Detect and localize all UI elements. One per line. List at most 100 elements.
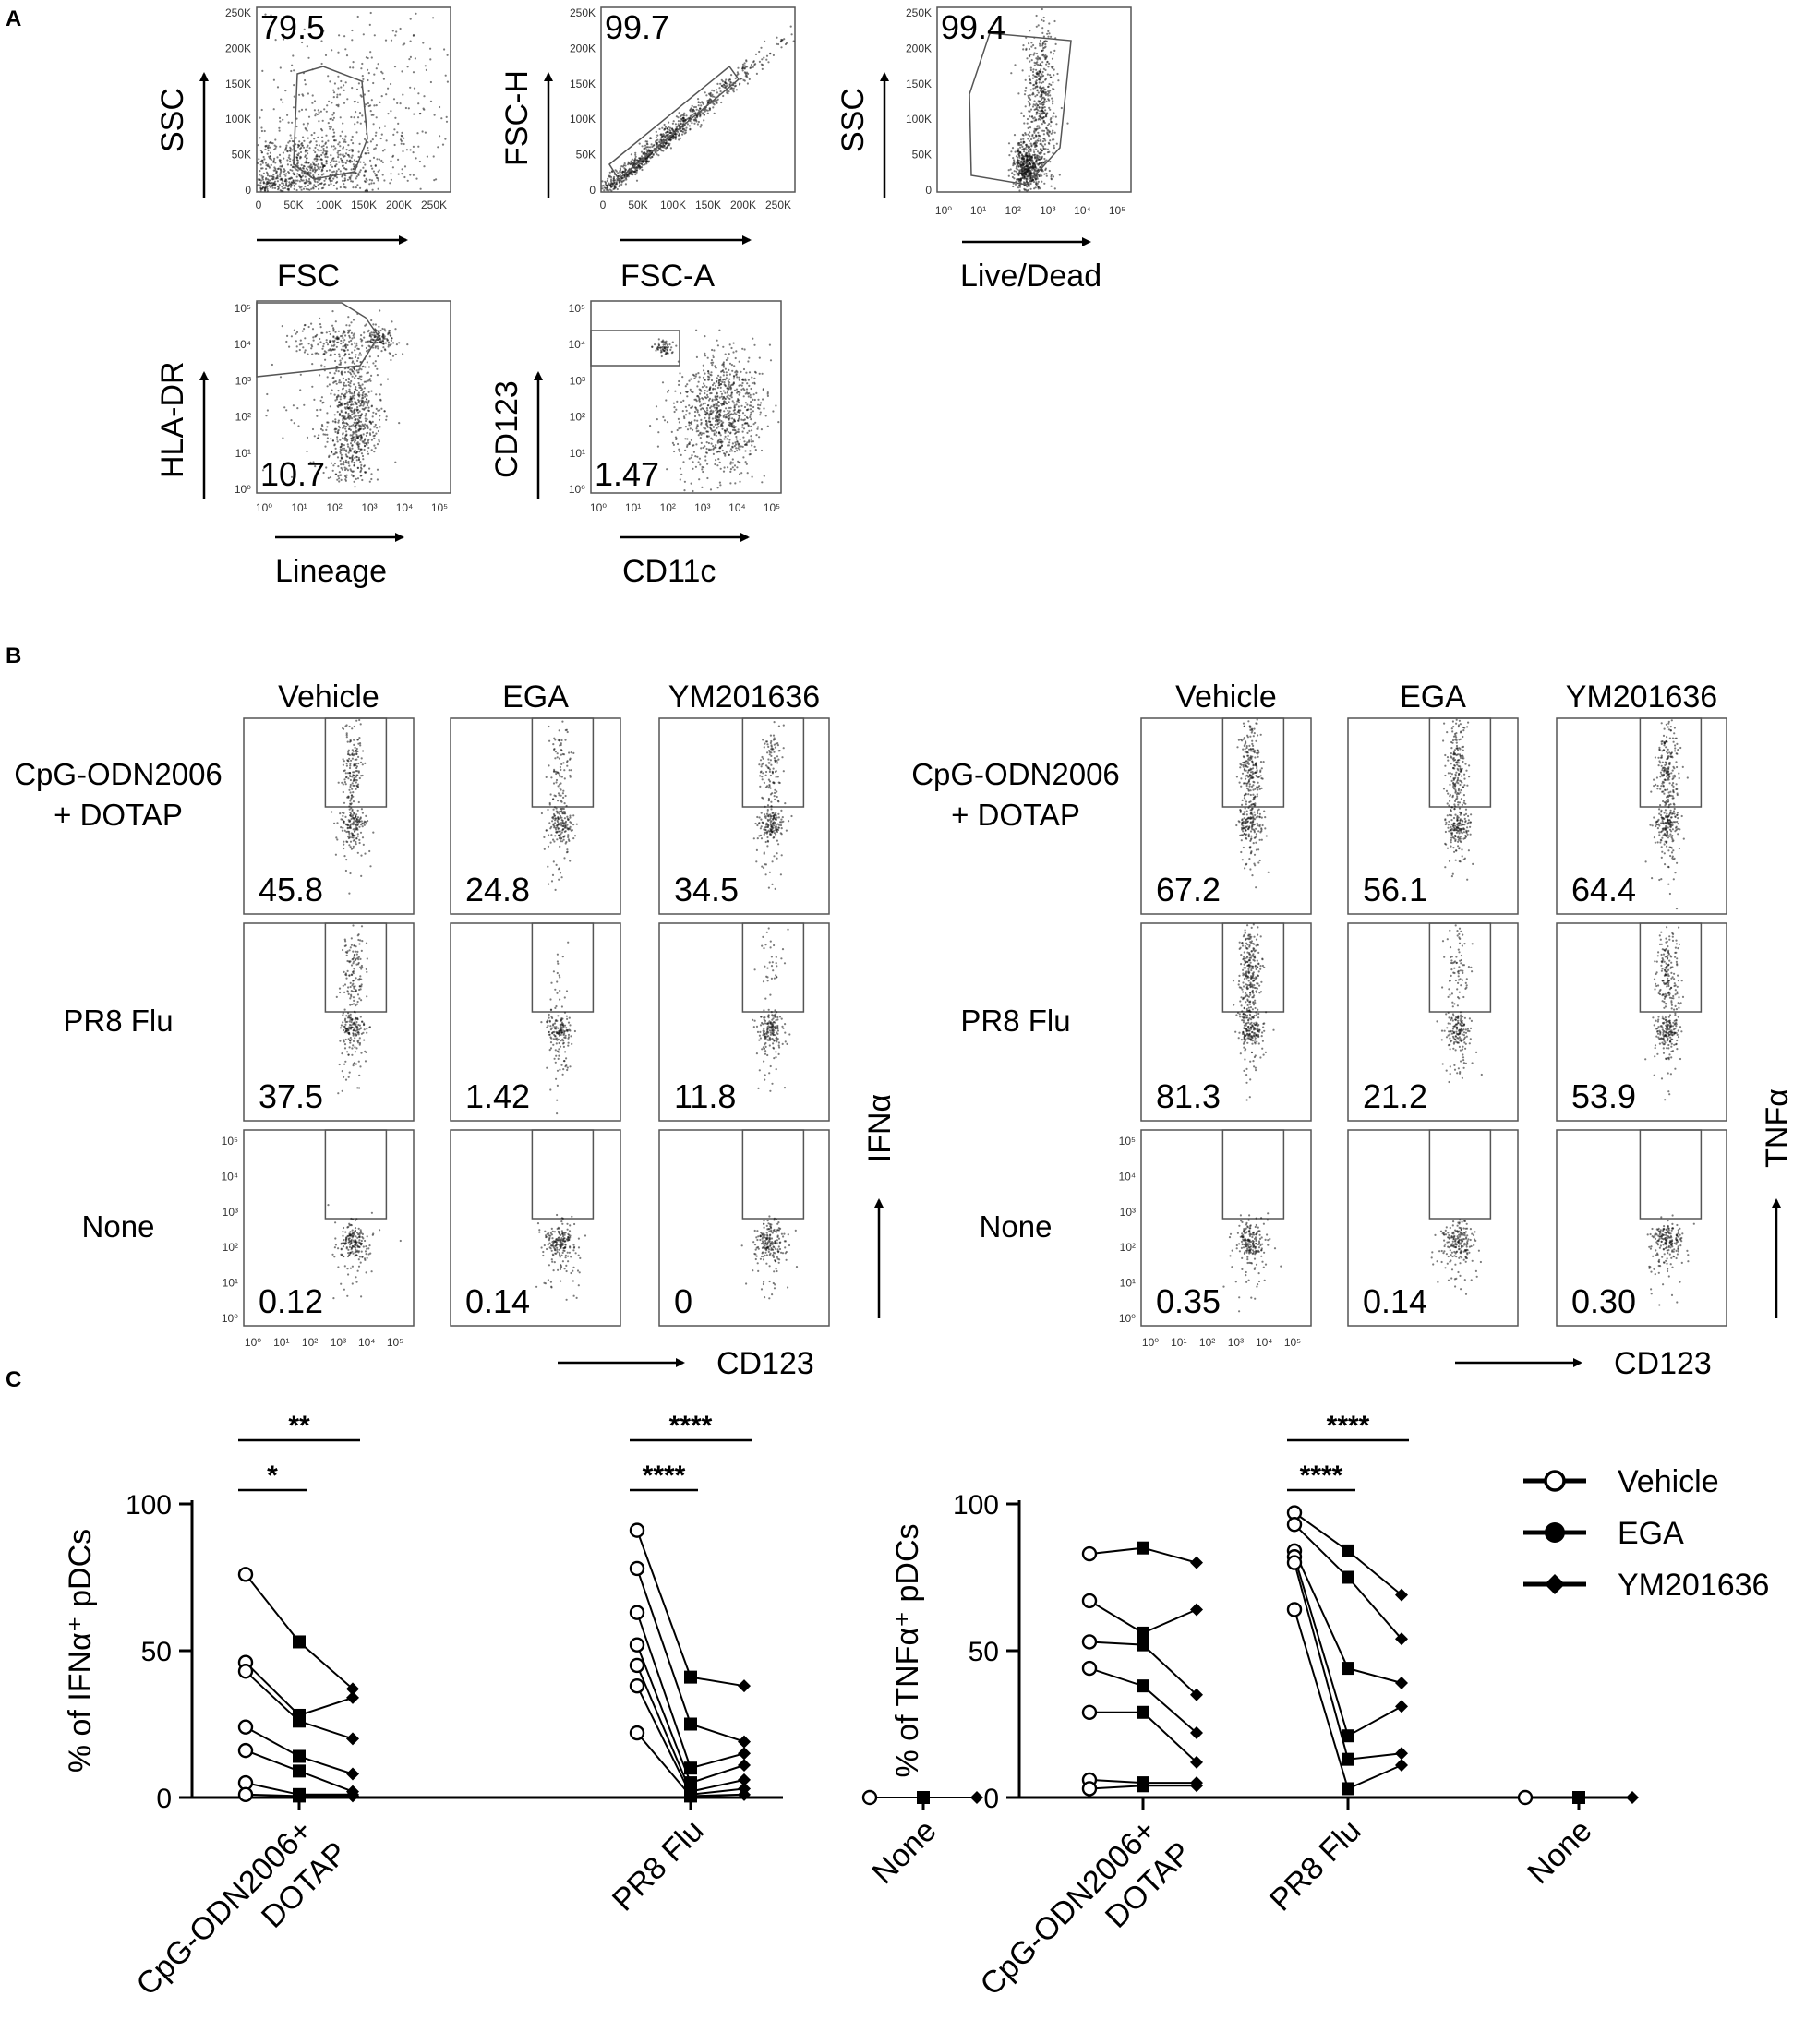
event-dot — [345, 379, 348, 381]
event-dot — [327, 421, 330, 424]
event-dot — [432, 155, 435, 158]
event-dot — [684, 426, 688, 428]
event-dot — [1026, 57, 1029, 60]
event-dot — [315, 140, 318, 143]
event-dot — [714, 398, 716, 401]
event-dot — [634, 157, 637, 160]
event-dot — [1011, 172, 1014, 174]
event-dot — [355, 342, 358, 344]
event-dot — [283, 170, 285, 174]
event-dot — [360, 448, 363, 451]
event-dot — [375, 104, 378, 107]
event-dot — [718, 87, 721, 90]
event-dot — [734, 84, 738, 87]
event-dot — [722, 415, 725, 417]
event-dot — [367, 331, 369, 333]
event-dot — [315, 144, 318, 147]
event-dot — [265, 415, 268, 417]
event-dot — [419, 187, 422, 190]
event-dot — [1029, 142, 1032, 145]
event-dot — [611, 183, 614, 186]
event-dot — [346, 178, 350, 181]
event-dot — [347, 331, 350, 334]
event-dot — [307, 115, 311, 118]
event-dot — [347, 416, 350, 419]
event-dot — [284, 174, 287, 177]
event-dot — [374, 134, 377, 137]
event-dot — [692, 489, 694, 493]
event-dot — [298, 110, 301, 113]
event-dot — [330, 438, 332, 440]
event-dot — [664, 135, 667, 138]
event-dot — [326, 440, 329, 443]
event-dot — [329, 80, 331, 83]
x-tick-label: 250K — [421, 198, 447, 211]
event-dot — [682, 461, 685, 463]
event-dot — [678, 134, 680, 137]
event-dot — [357, 458, 360, 462]
event-dot — [1018, 143, 1021, 147]
event-dot — [332, 177, 335, 180]
event-dot — [348, 340, 351, 343]
event-dot — [1050, 178, 1053, 181]
event-dot — [353, 342, 356, 344]
event-dot — [370, 449, 373, 451]
event-dot — [667, 138, 669, 141]
event-dot — [750, 404, 752, 407]
event-dot — [295, 332, 297, 335]
event-dot — [367, 439, 369, 442]
event-dot — [1043, 152, 1046, 156]
event-dot — [265, 182, 268, 185]
event-dot — [753, 398, 756, 402]
event-dot — [341, 174, 344, 177]
event-dot — [272, 174, 275, 176]
event-dot — [324, 177, 327, 180]
event-dot — [370, 114, 373, 116]
event-dot — [627, 174, 630, 176]
event-dot — [276, 86, 280, 89]
event-dot — [364, 415, 367, 417]
event-dot — [727, 394, 729, 397]
event-dot — [331, 145, 333, 148]
event-dot — [351, 375, 354, 378]
event-dot — [300, 163, 303, 166]
event-dot — [752, 410, 755, 413]
event-dot — [657, 154, 660, 157]
event-dot — [369, 433, 372, 436]
event-dot — [742, 427, 746, 430]
gate-polygon — [293, 66, 368, 180]
event-dot — [334, 418, 337, 421]
event-dot — [662, 133, 665, 136]
event-dot — [1029, 82, 1032, 85]
event-dot — [684, 131, 687, 134]
event-dot — [342, 427, 344, 429]
event-dot — [378, 440, 380, 443]
event-dot — [1034, 186, 1037, 189]
event-dot — [1015, 165, 1018, 168]
event-dot — [732, 382, 735, 385]
event-dot — [283, 184, 285, 186]
event-dot — [345, 391, 348, 394]
event-dot — [357, 82, 360, 85]
event-dot — [726, 84, 728, 87]
event-dot — [272, 159, 275, 162]
event-dot — [619, 171, 621, 174]
x-tick-label: 150K — [351, 198, 377, 211]
event-dot — [705, 424, 709, 427]
event-dot — [679, 372, 681, 375]
event-dot — [384, 349, 387, 352]
event-dot — [365, 419, 367, 423]
event-dot — [313, 109, 316, 112]
event-dot — [662, 339, 665, 342]
event-dot — [331, 377, 334, 379]
event-dot — [280, 170, 283, 173]
event-dot — [274, 147, 277, 150]
event-dot — [1036, 176, 1039, 179]
event-dot — [751, 429, 753, 432]
event-dot — [349, 357, 352, 360]
event-dot — [318, 120, 320, 123]
event-dot — [679, 478, 681, 481]
event-dot — [1042, 67, 1045, 70]
event-dot — [364, 471, 367, 474]
